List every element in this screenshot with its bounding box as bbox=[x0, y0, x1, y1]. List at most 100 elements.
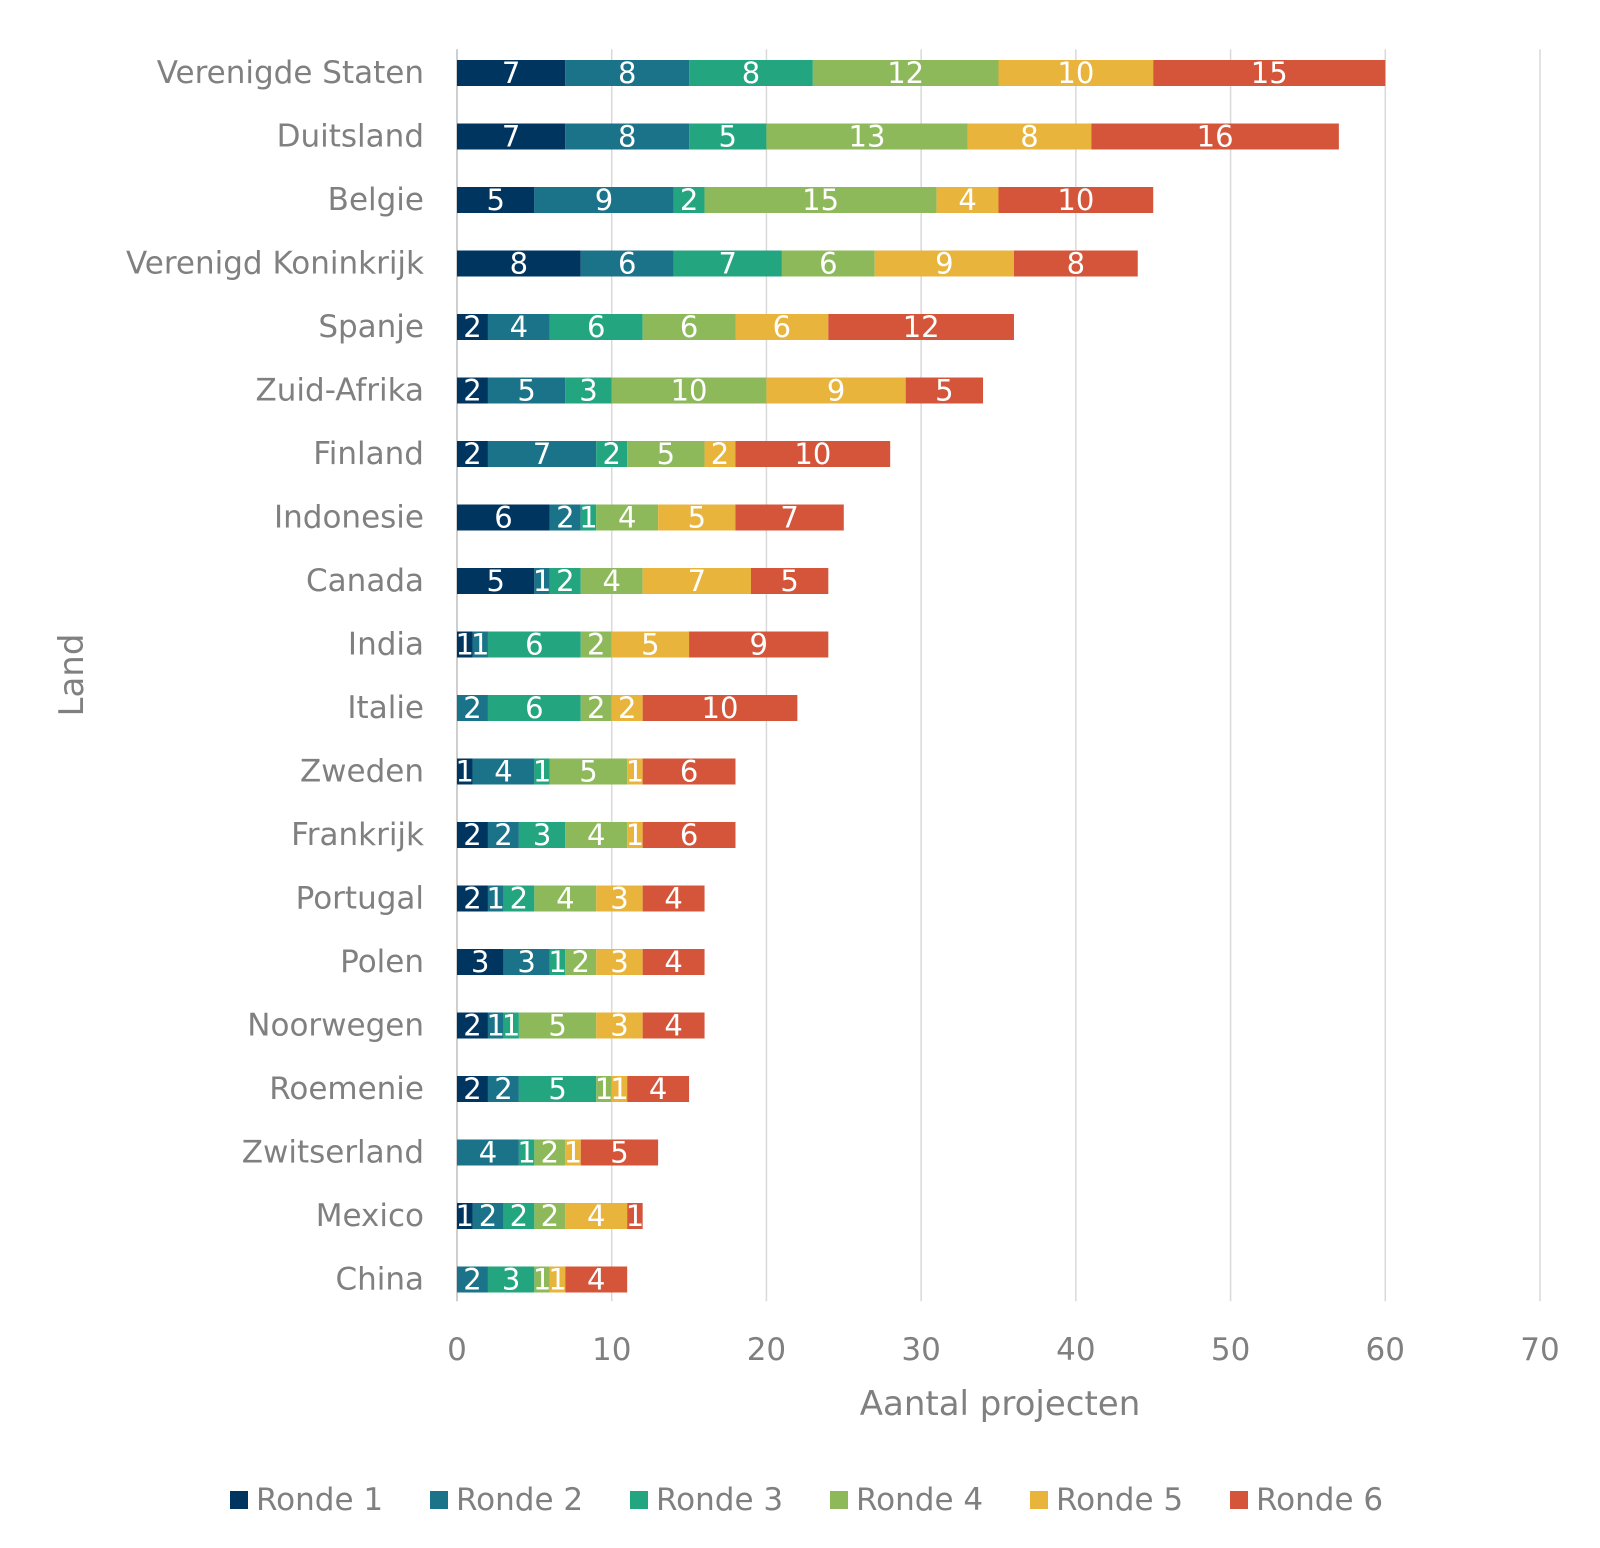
bar-segment-noorwegen-ronde-2[interactable] bbox=[487, 1012, 504, 1039]
bar-segment-mexico-ronde-4[interactable] bbox=[534, 1203, 566, 1229]
legend-label-ronde-5[interactable]: Ronde 5 bbox=[1056, 1482, 1183, 1518]
bar-segment-china-ronde-3[interactable] bbox=[487, 1266, 535, 1293]
bar-segment-zuid-afrika-ronde-1[interactable] bbox=[457, 377, 488, 404]
bar-segment-indonesie-ronde-6[interactable] bbox=[735, 504, 844, 531]
bar-segment-finland-ronde-4[interactable] bbox=[627, 441, 705, 467]
bar-segment-spanje-ronde-5[interactable] bbox=[735, 314, 829, 340]
bar-segment-italie-ronde-4[interactable] bbox=[580, 695, 612, 721]
bar-segment-indonesie-ronde-5[interactable] bbox=[658, 504, 736, 531]
bar-segment-polen-ronde-6[interactable] bbox=[642, 949, 705, 975]
bar-segment-finland-ronde-3[interactable] bbox=[596, 441, 628, 467]
bar-segment-frankrijk-ronde-5[interactable] bbox=[627, 822, 643, 848]
bar-segment-spanje-ronde-6[interactable] bbox=[828, 314, 1014, 340]
bar-segment-zwitserland-ronde-5[interactable] bbox=[565, 1139, 581, 1166]
bar-segment-finland-ronde-5[interactable] bbox=[704, 441, 736, 467]
bar-segment-belgie-ronde-1[interactable] bbox=[457, 187, 535, 213]
bar-segment-india-ronde-6[interactable] bbox=[689, 631, 829, 658]
bar-segment-canada-ronde-4[interactable] bbox=[580, 568, 643, 594]
bar-segment-china-ronde-6[interactable] bbox=[565, 1266, 628, 1293]
bar-segment-mexico-ronde-6[interactable] bbox=[627, 1203, 643, 1229]
bar-segment-roemenie-ronde-2[interactable] bbox=[487, 1076, 519, 1102]
legend-label-ronde-3[interactable]: Ronde 3 bbox=[656, 1482, 783, 1518]
bar-segment-zwitserland-ronde-3[interactable] bbox=[518, 1139, 535, 1166]
bar-segment-verenigde-staten-ronde-5[interactable] bbox=[998, 60, 1154, 86]
bar-segment-italie-ronde-6[interactable] bbox=[642, 695, 798, 721]
bar-segment-frankrijk-ronde-4[interactable] bbox=[565, 822, 628, 848]
bar-segment-canada-ronde-5[interactable] bbox=[642, 568, 751, 594]
bar-segment-portugal-ronde-6[interactable] bbox=[642, 885, 705, 912]
bar-segment-zweden-ronde-2[interactable] bbox=[472, 758, 535, 785]
bar-segment-verenigd-koninkrijk-ronde-1[interactable] bbox=[457, 250, 581, 277]
bar-segment-canada-ronde-6[interactable] bbox=[750, 568, 829, 594]
bar-segment-zweden-ronde-5[interactable] bbox=[627, 758, 643, 785]
legend-label-ronde-4[interactable]: Ronde 4 bbox=[856, 1482, 983, 1518]
bar-segment-polen-ronde-1[interactable] bbox=[457, 949, 504, 975]
bar-segment-duitsland-ronde-2[interactable] bbox=[565, 123, 690, 150]
bar-segment-zweden-ronde-6[interactable] bbox=[642, 758, 736, 785]
bar-segment-verenigd-koninkrijk-ronde-6[interactable] bbox=[1013, 250, 1138, 277]
bar-segment-noorwegen-ronde-5[interactable] bbox=[596, 1012, 643, 1039]
bar-segment-canada-ronde-1[interactable] bbox=[457, 568, 535, 594]
bar-segment-zwitserland-ronde-2[interactable] bbox=[457, 1139, 519, 1166]
bar-segment-italie-ronde-5[interactable] bbox=[611, 695, 643, 721]
bar-segment-duitsland-ronde-3[interactable] bbox=[689, 123, 767, 150]
bar-segment-portugal-ronde-2[interactable] bbox=[487, 885, 504, 912]
bar-segment-indonesie-ronde-1[interactable] bbox=[457, 504, 550, 531]
legend-label-ronde-2[interactable]: Ronde 2 bbox=[456, 1482, 583, 1518]
legend-label-ronde-1[interactable]: Ronde 1 bbox=[256, 1482, 383, 1518]
bar-segment-verenigd-koninkrijk-ronde-2[interactable] bbox=[580, 250, 674, 277]
bar-segment-roemenie-ronde-5[interactable] bbox=[611, 1076, 628, 1102]
bar-segment-verenigde-staten-ronde-6[interactable] bbox=[1153, 60, 1386, 86]
bar-segment-noorwegen-ronde-6[interactable] bbox=[642, 1012, 705, 1039]
bar-segment-verenigde-staten-ronde-3[interactable] bbox=[689, 60, 813, 86]
bar-segment-zuid-afrika-ronde-6[interactable] bbox=[905, 377, 984, 404]
bar-segment-zuid-afrika-ronde-4[interactable] bbox=[611, 377, 767, 404]
bar-segment-frankrijk-ronde-1[interactable] bbox=[457, 822, 488, 848]
bar-segment-duitsland-ronde-4[interactable] bbox=[766, 123, 968, 150]
bar-segment-duitsland-ronde-1[interactable] bbox=[457, 123, 566, 150]
bar-segment-polen-ronde-5[interactable] bbox=[596, 949, 643, 975]
bar-segment-zwitserland-ronde-6[interactable] bbox=[580, 1139, 659, 1166]
bar-segment-zuid-afrika-ronde-2[interactable] bbox=[487, 377, 566, 404]
bar-segment-frankrijk-ronde-2[interactable] bbox=[487, 822, 519, 848]
bar-segment-belgie-ronde-2[interactable] bbox=[534, 187, 674, 213]
bar-segment-india-ronde-5[interactable] bbox=[611, 631, 690, 658]
bar-segment-belgie-ronde-5[interactable] bbox=[936, 187, 999, 213]
bar-segment-india-ronde-2[interactable] bbox=[472, 631, 488, 658]
bar-segment-roemenie-ronde-3[interactable] bbox=[518, 1076, 597, 1102]
bar-segment-polen-ronde-3[interactable] bbox=[549, 949, 566, 975]
bar-segment-frankrijk-ronde-6[interactable] bbox=[642, 822, 736, 848]
bar-segment-frankrijk-ronde-3[interactable] bbox=[518, 822, 566, 848]
bar-segment-china-ronde-2[interactable] bbox=[457, 1266, 488, 1293]
bar-segment-zuid-afrika-ronde-3[interactable] bbox=[565, 377, 612, 404]
bar-segment-noorwegen-ronde-4[interactable] bbox=[518, 1012, 597, 1039]
bar-segment-zweden-ronde-3[interactable] bbox=[534, 758, 550, 785]
bar-segment-china-ronde-5[interactable] bbox=[549, 1266, 566, 1293]
bar-segment-verenigde-staten-ronde-1[interactable] bbox=[457, 60, 566, 86]
bar-segment-zuid-afrika-ronde-5[interactable] bbox=[766, 377, 906, 404]
bar-segment-italie-ronde-2[interactable] bbox=[457, 695, 488, 721]
bar-segment-roemenie-ronde-4[interactable] bbox=[596, 1076, 612, 1102]
bar-segment-india-ronde-1[interactable] bbox=[457, 631, 473, 658]
bar-segment-duitsland-ronde-5[interactable] bbox=[967, 123, 1092, 150]
bar-segment-noorwegen-ronde-1[interactable] bbox=[457, 1012, 488, 1039]
bar-segment-mexico-ronde-5[interactable] bbox=[565, 1203, 628, 1229]
bar-segment-india-ronde-3[interactable] bbox=[487, 631, 581, 658]
bar-segment-india-ronde-4[interactable] bbox=[580, 631, 612, 658]
bar-segment-indonesie-ronde-3[interactable] bbox=[580, 504, 597, 531]
bar-segment-zweden-ronde-1[interactable] bbox=[457, 758, 473, 785]
bar-segment-mexico-ronde-3[interactable] bbox=[503, 1203, 535, 1229]
bar-segment-finland-ronde-1[interactable] bbox=[457, 441, 488, 467]
bar-segment-spanje-ronde-4[interactable] bbox=[642, 314, 736, 340]
bar-segment-duitsland-ronde-6[interactable] bbox=[1091, 123, 1339, 150]
bar-segment-verenigd-koninkrijk-ronde-5[interactable] bbox=[874, 250, 1014, 277]
bar-segment-spanje-ronde-3[interactable] bbox=[549, 314, 643, 340]
bar-segment-polen-ronde-4[interactable] bbox=[565, 949, 597, 975]
bar-segment-belgie-ronde-4[interactable] bbox=[704, 187, 937, 213]
bar-segment-belgie-ronde-6[interactable] bbox=[998, 187, 1154, 213]
legend-label-ronde-6[interactable]: Ronde 6 bbox=[1256, 1482, 1383, 1518]
bar-segment-indonesie-ronde-2[interactable] bbox=[549, 504, 581, 531]
bar-segment-spanje-ronde-1[interactable] bbox=[457, 314, 488, 340]
bar-segment-finland-ronde-2[interactable] bbox=[487, 441, 597, 467]
bar-segment-italie-ronde-3[interactable] bbox=[487, 695, 581, 721]
